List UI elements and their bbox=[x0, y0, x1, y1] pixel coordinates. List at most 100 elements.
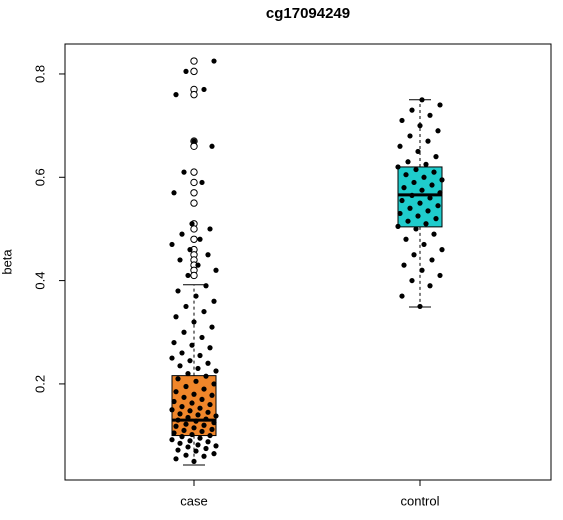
point bbox=[193, 418, 199, 424]
plot-frame bbox=[64, 43, 552, 481]
point bbox=[187, 247, 193, 253]
point bbox=[437, 272, 443, 279]
point bbox=[425, 208, 431, 214]
point bbox=[427, 112, 433, 118]
point bbox=[423, 221, 429, 227]
point bbox=[191, 138, 197, 144]
point bbox=[435, 203, 441, 209]
point bbox=[397, 143, 403, 149]
point bbox=[191, 458, 197, 465]
point bbox=[203, 373, 209, 379]
point bbox=[179, 350, 185, 356]
point bbox=[169, 407, 175, 413]
point bbox=[177, 257, 183, 263]
point bbox=[169, 437, 175, 443]
point bbox=[205, 252, 211, 258]
point bbox=[205, 439, 211, 445]
point bbox=[211, 58, 217, 64]
point bbox=[401, 262, 407, 268]
point bbox=[173, 314, 179, 320]
point bbox=[435, 128, 441, 134]
point bbox=[419, 187, 425, 193]
point bbox=[437, 102, 443, 108]
point bbox=[187, 358, 193, 364]
point bbox=[211, 451, 217, 457]
point bbox=[183, 68, 189, 74]
point bbox=[175, 288, 181, 294]
point bbox=[185, 414, 191, 421]
point bbox=[177, 411, 183, 417]
point bbox=[399, 293, 405, 299]
outlier bbox=[190, 178, 198, 187]
point bbox=[183, 421, 189, 427]
point bbox=[189, 221, 195, 227]
point bbox=[411, 252, 417, 258]
point bbox=[185, 444, 191, 450]
point bbox=[213, 413, 219, 419]
point bbox=[189, 400, 195, 406]
point bbox=[199, 334, 205, 341]
point bbox=[179, 404, 185, 410]
point bbox=[207, 226, 213, 232]
outlier bbox=[190, 90, 198, 99]
point bbox=[405, 218, 411, 224]
point bbox=[207, 432, 213, 439]
point bbox=[201, 386, 207, 392]
point bbox=[433, 216, 439, 222]
point bbox=[211, 420, 217, 426]
point bbox=[417, 200, 423, 206]
point bbox=[439, 177, 445, 183]
y-tick-label: 0.4 bbox=[32, 272, 47, 290]
point bbox=[171, 398, 177, 405]
point bbox=[171, 430, 177, 436]
point bbox=[209, 324, 215, 330]
point bbox=[431, 169, 437, 175]
point bbox=[179, 231, 185, 237]
point bbox=[209, 143, 215, 149]
point bbox=[207, 401, 213, 408]
outlier bbox=[190, 168, 198, 176]
point bbox=[403, 172, 409, 178]
point bbox=[425, 138, 431, 144]
point bbox=[415, 148, 421, 155]
point bbox=[409, 107, 415, 113]
y-tick-label: 0.6 bbox=[32, 168, 47, 186]
point bbox=[409, 277, 415, 284]
x-tick-label: control bbox=[400, 493, 439, 508]
point bbox=[177, 440, 183, 446]
point bbox=[205, 360, 211, 366]
point bbox=[411, 179, 417, 186]
point bbox=[419, 267, 425, 273]
point bbox=[413, 226, 419, 232]
point bbox=[181, 394, 187, 400]
point bbox=[407, 133, 413, 139]
point bbox=[429, 182, 435, 188]
outlier bbox=[190, 57, 198, 65]
point bbox=[173, 456, 179, 462]
y-axis-label: beta bbox=[0, 249, 14, 275]
point bbox=[183, 383, 189, 390]
point bbox=[207, 345, 213, 351]
point bbox=[213, 267, 219, 273]
point bbox=[197, 236, 203, 242]
y-tick-label: 0.2 bbox=[32, 375, 47, 393]
point bbox=[189, 431, 195, 438]
outlier bbox=[190, 235, 198, 243]
point bbox=[179, 434, 185, 440]
point bbox=[171, 190, 177, 196]
point bbox=[395, 223, 401, 229]
point bbox=[403, 236, 409, 242]
point bbox=[395, 164, 401, 170]
point bbox=[433, 154, 439, 160]
point bbox=[195, 442, 201, 448]
point bbox=[193, 448, 199, 454]
point bbox=[203, 283, 209, 289]
point bbox=[195, 365, 201, 372]
point bbox=[185, 272, 191, 279]
point bbox=[209, 392, 215, 398]
point bbox=[173, 92, 179, 98]
point bbox=[209, 426, 215, 432]
point bbox=[175, 376, 181, 382]
outlier bbox=[190, 271, 198, 280]
